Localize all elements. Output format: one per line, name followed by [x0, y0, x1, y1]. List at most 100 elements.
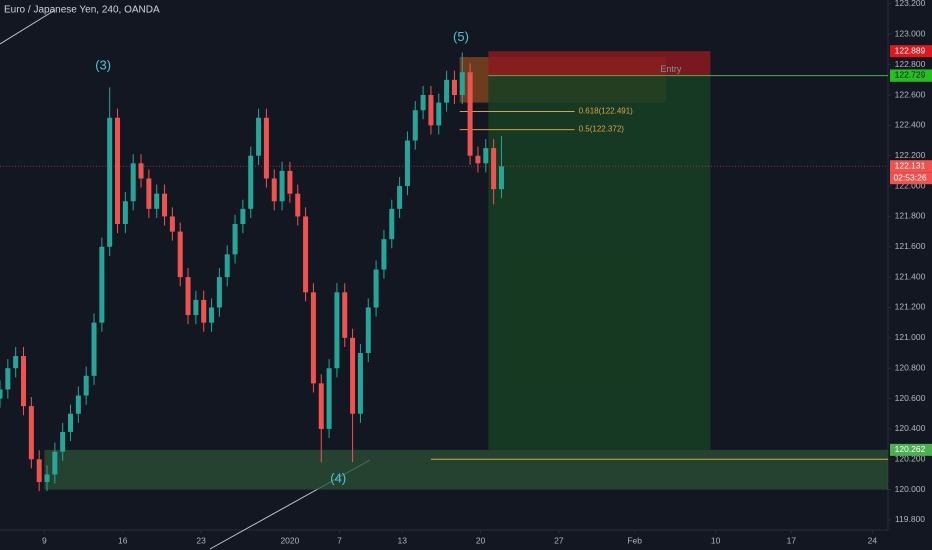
price-tag-label: 122.729	[895, 70, 926, 80]
candle-body	[185, 277, 191, 316]
y-tick-label: 120.800	[895, 362, 926, 372]
candle-body	[459, 72, 465, 96]
candle-body	[467, 72, 473, 156]
y-tick-label: 123.200	[895, 0, 926, 8]
chart-title: Euro / Japanese Yen, 240, OANDA	[4, 5, 160, 16]
price-tag-label: 122.889	[895, 45, 926, 55]
price-tag	[890, 443, 932, 456]
candle-body	[177, 231, 183, 278]
candle-body	[303, 216, 309, 293]
candle-body	[491, 148, 497, 190]
candle-body	[357, 353, 363, 414]
wave-label: (4)	[330, 470, 346, 485]
price-axis-bg	[888, 0, 932, 550]
candle-body	[115, 117, 121, 225]
y-tick-label: 122.200	[895, 150, 926, 160]
candle-body	[193, 299, 199, 316]
entry-label: Entry	[660, 64, 682, 74]
candle-body	[201, 299, 207, 323]
x-tick-label: 23	[196, 535, 206, 545]
x-tick-label: 10	[711, 535, 721, 545]
candle-body	[138, 163, 144, 179]
candle-body	[130, 163, 136, 202]
y-tick-label: 123.000	[895, 29, 926, 39]
x-tick-label: 24	[868, 535, 878, 545]
candle-body	[287, 170, 293, 194]
x-tick-label: 7	[337, 535, 342, 545]
candle-body	[209, 307, 215, 323]
y-tick-label: 119.800	[895, 514, 925, 524]
x-tick-label: 27	[554, 535, 564, 545]
candle-body	[404, 140, 410, 187]
y-tick-label: 121.600	[895, 241, 926, 251]
y-tick-label: 122.600	[895, 89, 926, 99]
price-tag	[890, 160, 932, 173]
candle-body	[162, 193, 168, 217]
candle-body	[232, 224, 238, 255]
y-tick-label: 120.400	[895, 423, 926, 433]
candle-body	[342, 292, 348, 338]
candle-body	[444, 79, 450, 103]
x-tick-label: 16	[118, 535, 128, 545]
candle-body	[420, 95, 426, 111]
zone	[44, 449, 888, 490]
candle-body	[263, 117, 269, 179]
y-tick-label: 122.400	[895, 120, 926, 130]
candle-body	[216, 277, 222, 308]
candle-body	[373, 269, 379, 308]
y-tick-label: 120.600	[895, 393, 926, 403]
candle-body	[5, 368, 11, 390]
fib-label: 0.5(122.372)	[579, 125, 625, 134]
countdown-bg	[890, 172, 932, 185]
y-tick-label: 121.000	[895, 332, 926, 342]
candle-body	[0, 389, 3, 399]
candle-body	[99, 246, 105, 323]
candle-body	[436, 102, 442, 126]
candle-body	[428, 95, 434, 126]
candle-body	[107, 117, 113, 247]
candle-body	[350, 337, 356, 414]
price-tag-label: 120.262	[895, 444, 926, 454]
candle-body	[122, 201, 128, 225]
candle-body	[334, 292, 340, 369]
candle-body	[169, 216, 175, 232]
candle-body	[68, 413, 74, 432]
candle-body	[279, 170, 285, 202]
y-tick-label: 120.000	[895, 484, 926, 494]
candle-body	[75, 395, 81, 414]
stop-zone	[488, 51, 711, 76]
candle-body	[397, 186, 403, 209]
wave-label: (5)	[453, 29, 469, 44]
x-tick-label: Feb	[627, 535, 642, 545]
y-tick-label: 122.000	[895, 180, 926, 190]
candle-body	[295, 193, 301, 217]
candle-body	[60, 431, 66, 452]
y-tick-label: 122.800	[895, 59, 926, 69]
price-tag	[890, 69, 932, 82]
x-tick-label: 13	[397, 535, 407, 545]
candle-body	[13, 356, 19, 369]
x-tick-label: 20	[476, 535, 486, 545]
candle-body	[381, 239, 387, 270]
candle-body	[154, 193, 160, 209]
candle-body	[52, 451, 58, 475]
candle-body	[475, 155, 481, 164]
candle-body	[451, 79, 457, 96]
target-zone	[488, 75, 711, 450]
y-tick-label: 120.200	[895, 454, 926, 464]
price-tag	[890, 45, 932, 58]
candle-body	[44, 474, 50, 483]
candle-body	[271, 178, 277, 202]
y-tick-label: 121.400	[895, 271, 926, 281]
y-tick-label: 121.800	[895, 211, 926, 221]
x-tick-label: 2020	[280, 535, 299, 545]
x-tick-label: 9	[42, 535, 47, 545]
y-tick-label: 121.200	[895, 302, 926, 312]
candle-body	[412, 110, 418, 141]
candle-body	[310, 292, 316, 384]
trend-line	[0, 9, 56, 45]
candle-body	[146, 178, 152, 209]
candle-body	[83, 375, 89, 396]
candle-body	[240, 208, 246, 225]
